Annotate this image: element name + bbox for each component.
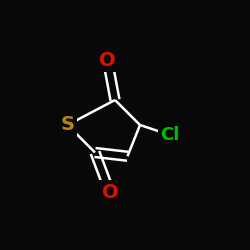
Text: S: S bbox=[60, 116, 74, 134]
Text: Cl: Cl bbox=[160, 126, 180, 144]
Text: O: O bbox=[99, 50, 116, 70]
Text: O: O bbox=[102, 183, 118, 202]
